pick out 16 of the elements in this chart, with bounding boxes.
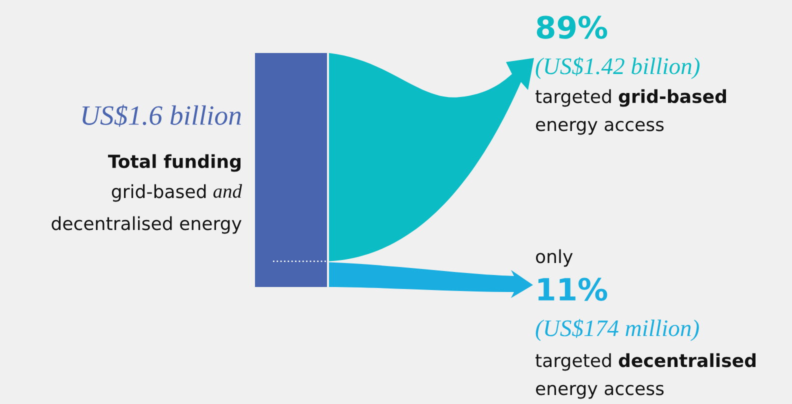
text: grid-based [618,89,726,107]
text: US$1.6 billion [82,104,241,127]
text: energy access [536,120,664,135]
text: energy access [536,384,664,399]
text: grid-based [112,184,206,202]
text: decentralised [618,353,756,368]
data-label: 89% [536,16,608,39]
text: only [536,249,573,267]
text: decentralised energy [52,216,242,234]
text: (US$174 million) [536,318,699,342]
text: targeted [535,353,611,371]
text: and [213,184,242,198]
text: (US$1.42 billion) [536,56,700,80]
text: targeted [535,89,611,107]
text: Total funding [108,154,240,172]
data-label: 11% [538,278,608,301]
